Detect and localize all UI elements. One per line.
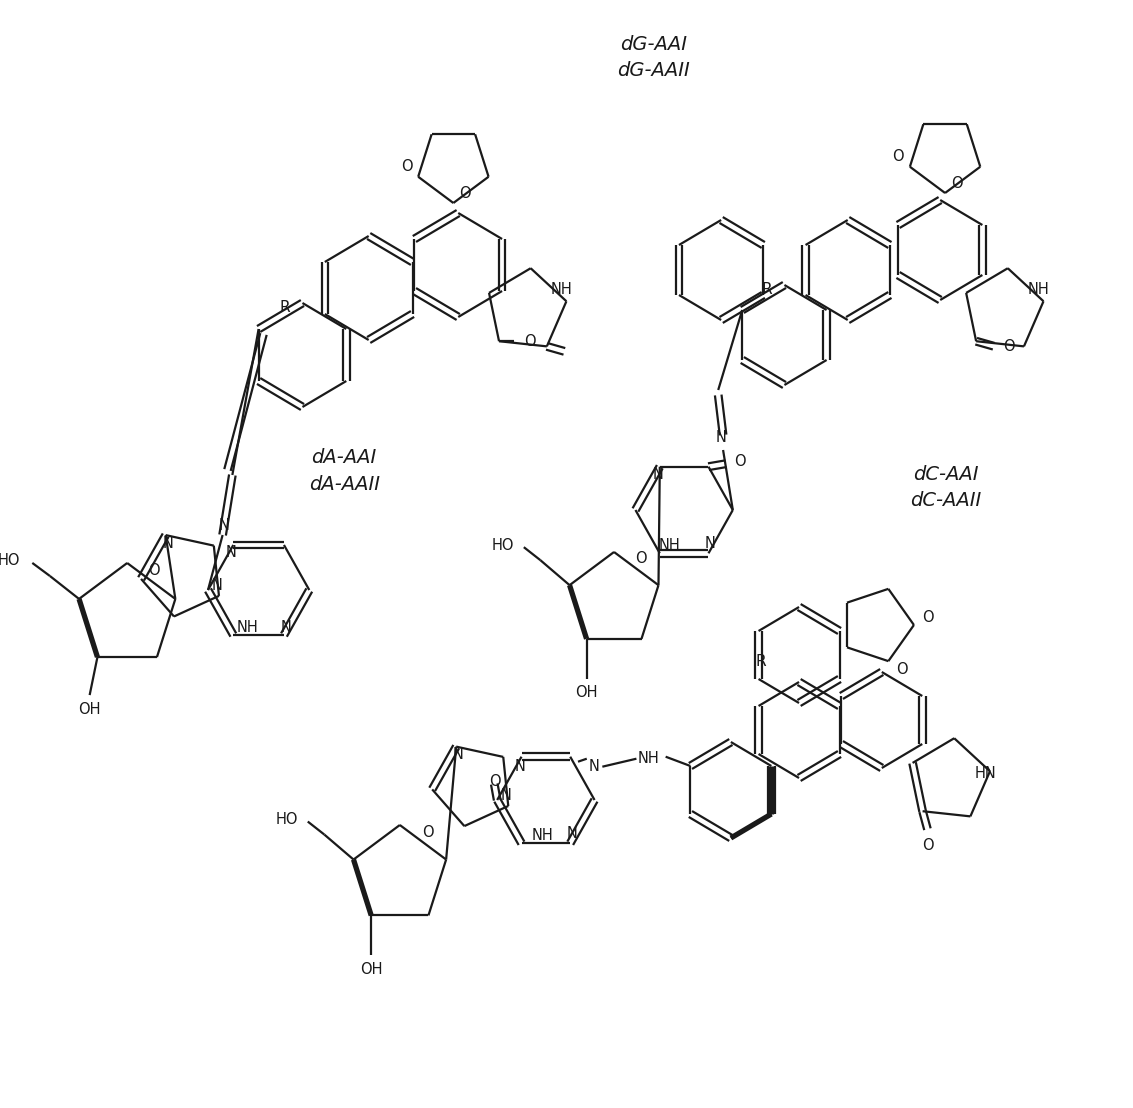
Text: NH: NH	[1028, 281, 1049, 297]
Text: HO: HO	[275, 812, 298, 827]
Text: O: O	[1004, 339, 1015, 353]
Text: N: N	[705, 536, 716, 551]
Text: R: R	[761, 283, 773, 298]
Text: N: N	[716, 431, 726, 445]
Text: O: O	[893, 150, 904, 164]
Text: dG-AAI
dG-AAII: dG-AAI dG-AAII	[616, 34, 690, 81]
Text: N: N	[514, 759, 525, 774]
Text: O: O	[734, 454, 746, 469]
Text: OH: OH	[78, 701, 101, 717]
Text: NH: NH	[637, 751, 659, 767]
Text: OH: OH	[360, 962, 383, 977]
Text: N: N	[212, 578, 222, 594]
Text: O: O	[922, 609, 934, 625]
Text: O: O	[421, 824, 434, 840]
Text: N: N	[566, 825, 578, 841]
Text: N: N	[501, 789, 512, 803]
Text: NH: NH	[658, 537, 681, 553]
Text: dA-AAI
dA-AAII: dA-AAI dA-AAII	[308, 448, 380, 494]
Text: OH: OH	[576, 686, 598, 700]
Text: O: O	[921, 838, 934, 853]
Text: NH: NH	[533, 828, 554, 843]
Text: N: N	[453, 747, 463, 762]
Text: R: R	[756, 654, 766, 668]
Text: O: O	[148, 564, 160, 578]
Text: HO: HO	[492, 537, 514, 553]
Text: O: O	[489, 774, 501, 790]
Text: HO: HO	[0, 553, 20, 568]
Text: O: O	[636, 551, 647, 566]
Text: N: N	[162, 535, 173, 551]
Text: O: O	[401, 160, 412, 174]
Text: HN: HN	[974, 766, 996, 781]
Text: N: N	[219, 517, 230, 533]
Text: O: O	[951, 175, 963, 191]
Text: O: O	[459, 185, 471, 201]
Text: O: O	[525, 334, 536, 349]
Text: N: N	[281, 619, 291, 635]
Text: dC-AAI
dC-AAII: dC-AAI dC-AAII	[910, 464, 981, 511]
Text: O: O	[896, 661, 908, 677]
Text: R: R	[280, 300, 290, 316]
Text: N: N	[589, 759, 600, 774]
Text: NH: NH	[551, 281, 572, 297]
Text: N: N	[225, 545, 237, 561]
Text: N: N	[653, 468, 663, 482]
Text: NH: NH	[237, 619, 258, 635]
